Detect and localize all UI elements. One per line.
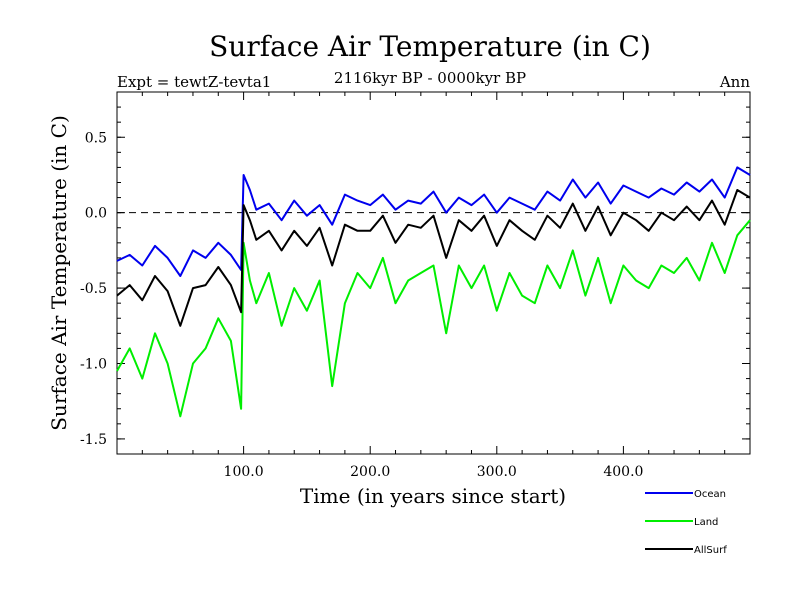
y-tick-label: -1.0 [80,357,107,373]
series-line-allsurf [116,189,751,327]
chart-title: Surface Air Temperature (in C) [209,30,651,63]
legend-label-land: Land [694,517,718,528]
x-axis: 100.0 200.0 300.0 400.0 [141,92,726,480]
x-tick-label: 100.0 [224,464,264,480]
season-label: Ann [719,73,750,91]
y-tick-label: 0.0 [85,206,107,222]
series-lines [116,166,751,418]
x-tick-label: 400.0 [603,464,643,480]
legend: Ocean Land AllSurf [645,489,727,556]
plot-frame [116,91,751,455]
x-tick-label: 200.0 [350,464,390,480]
y-tick-label: -0.5 [80,281,107,297]
experiment-label: Expt = tewtZ-tevta1 [117,73,271,91]
series-line-ocean [116,166,751,277]
period-label: 2116kyr BP - 0000kyr BP [334,69,526,87]
y-tick-label: 0.5 [85,130,107,146]
legend-label-allsurf: AllSurf [694,545,727,556]
x-axis-title: Time (in years since start) [300,484,566,508]
y-axis-title: Surface Air Temperature (in C) [47,115,71,431]
y-axis: 0.5 0.0 -0.5 -1.0 -1.5 [80,106,750,448]
x-tick-label: 300.0 [477,464,517,480]
legend-label-ocean: Ocean [694,489,726,500]
y-tick-label: -1.5 [80,432,107,448]
series-line-land [116,219,751,418]
